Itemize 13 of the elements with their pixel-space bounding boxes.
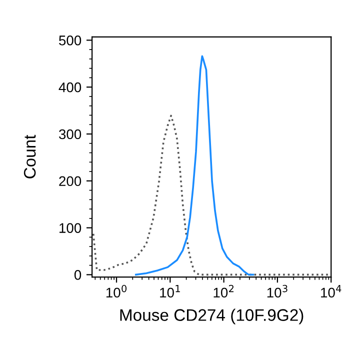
y-tick-label: 400: [58, 82, 82, 92]
y-axis-title: Count: [24, 134, 36, 178]
x-tick-label: 10$^{4}$: [321, 285, 342, 298]
y-tick-label: 300: [58, 129, 82, 140]
y-tick-label: 0: [74, 270, 82, 280]
x-tick-label: 10$^{2}$: [214, 284, 234, 298]
y-tick-label: 200: [59, 176, 82, 186]
x-axis-title: Mouse CD274 (10F.9G2): [120, 308, 304, 324]
y-tick-label: 500: [59, 36, 82, 46]
y-tick-label: 100: [60, 223, 82, 233]
x-tick-label: 10$^{3}$: [267, 284, 288, 298]
x-tick-label: 10$^{1}$: [160, 285, 180, 298]
x-tick-label: 10$^{0}$: [106, 284, 127, 298]
